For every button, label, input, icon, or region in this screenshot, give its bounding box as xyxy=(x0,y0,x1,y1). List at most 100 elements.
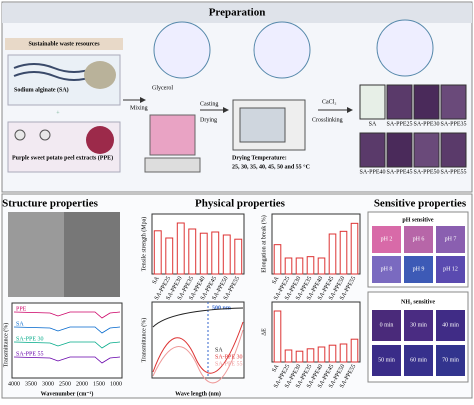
ftir-x-tick-label: 1000 xyxy=(110,381,122,387)
ppe-ion xyxy=(14,129,26,141)
nh3-label: 60 min xyxy=(410,357,427,363)
legend-entry: SA-PPE 55 xyxy=(215,361,243,367)
film-label: SA-PPE30 xyxy=(413,121,439,127)
annotation: 500 nm xyxy=(212,305,231,311)
network-circle xyxy=(253,21,311,79)
sa-label: Sodium alginate (SA) xyxy=(14,86,69,93)
ftir-ylabel: Transmittance (%) xyxy=(2,323,9,368)
nh3-tile xyxy=(372,345,401,376)
x-tick-label: SA xyxy=(271,275,280,285)
bar xyxy=(199,232,208,275)
temperatures: 25, 30, 35, 40, 45, 50 and 55 °C xyxy=(232,163,310,170)
nh3-tile xyxy=(436,310,465,341)
x-tick-label: SA xyxy=(152,275,161,285)
film-sample xyxy=(440,84,467,120)
bar xyxy=(306,348,315,363)
y-axis-label: Tensile strength (Mpa) xyxy=(140,217,147,272)
bar xyxy=(339,230,348,275)
ph-tile xyxy=(404,226,433,253)
ppe-powder xyxy=(86,126,114,154)
bar xyxy=(188,228,197,275)
drying-temperature-label: Drying Temperature: xyxy=(232,155,287,161)
ph-tile xyxy=(436,256,465,283)
ppe-label: Purple sweet potato peel extracts (PPE) xyxy=(12,154,113,161)
bar xyxy=(295,350,304,363)
film-sample xyxy=(386,132,413,168)
ph-label: pH 12 xyxy=(443,266,458,272)
ph-title: pH sensitive xyxy=(402,217,434,223)
bar xyxy=(273,244,282,275)
ph-label: pH 7 xyxy=(445,236,457,242)
film-sample xyxy=(359,84,386,120)
x-axis-label: Wave length (nm) xyxy=(175,390,221,397)
stirrer xyxy=(144,157,201,173)
ftir-xlabel: Wavenumber (cm⁻¹) xyxy=(41,390,94,397)
ftir-x-tick-label: 2000 xyxy=(76,381,88,387)
network-circle xyxy=(376,19,434,77)
ftir-x-tick-label: 4000 xyxy=(8,381,20,387)
ph-tile xyxy=(436,226,465,253)
nh3-label: 30 min xyxy=(410,322,427,328)
physical-title: Physical properties xyxy=(195,198,286,210)
nh3-title: NH₃ sensitive xyxy=(401,299,435,305)
sa-fiber xyxy=(13,71,95,81)
ftir-x-tick-label: 3000 xyxy=(42,381,54,387)
network-circle xyxy=(153,21,211,79)
crosslinking-label: Crosslinking xyxy=(312,117,343,123)
structure-title: Structure properties xyxy=(2,198,99,210)
ftir-legend: PPE xyxy=(16,306,27,312)
bar xyxy=(295,257,304,275)
ftir-legend: SA xyxy=(16,321,24,327)
bar xyxy=(284,349,293,363)
bar xyxy=(328,233,337,275)
film-label: SA-PPE25 xyxy=(386,121,412,127)
bar xyxy=(317,346,326,363)
legend-entry: SA xyxy=(215,347,223,353)
transmittance-curve xyxy=(152,321,244,374)
casting-label: Casting xyxy=(200,101,218,107)
transmittance-curve xyxy=(152,329,244,384)
cacl2-label: CaCl₂ xyxy=(322,99,336,105)
ftir-curve xyxy=(13,326,121,334)
mixing-label: Mixing xyxy=(130,105,148,111)
bar xyxy=(153,230,162,275)
seaweed-image xyxy=(84,61,116,89)
bar xyxy=(339,343,348,363)
legend-entry: SA-PPE 30 xyxy=(215,354,243,360)
bar xyxy=(273,310,282,363)
plot-area xyxy=(151,301,245,379)
y-axis-label: Elongation at break (%) xyxy=(260,215,267,272)
ftir-legend: SA-PPE 30 xyxy=(16,336,44,342)
sensitive-title: Sensitive properties xyxy=(374,198,467,210)
x-tick-label: SA xyxy=(271,363,280,373)
bar xyxy=(306,256,315,275)
bar xyxy=(222,234,231,275)
nh3-label: 50 min xyxy=(378,357,395,363)
film-sample xyxy=(413,84,440,120)
resources-box xyxy=(5,38,123,50)
bar xyxy=(165,237,174,275)
resources-label: Sustainable waste resources xyxy=(28,41,100,47)
bar xyxy=(328,344,337,363)
ph-label: pH 9 xyxy=(413,266,425,272)
ph-tile xyxy=(372,256,401,283)
nh3-tile xyxy=(404,310,433,341)
preparation-title: Preparation xyxy=(209,7,266,19)
ftir-curve xyxy=(13,356,121,364)
ph-tile xyxy=(404,256,433,283)
film-sample xyxy=(413,132,440,168)
film-sample xyxy=(440,132,467,168)
film-sample xyxy=(386,84,413,120)
film-label: SA-PPE40 xyxy=(359,169,385,175)
nh3-label: 0 min xyxy=(380,322,394,328)
ftir-curve xyxy=(13,311,121,319)
film-label: SA-PPE35 xyxy=(440,121,466,127)
y-axis-label: Transmittance (%) xyxy=(140,318,147,363)
nh3-tile xyxy=(372,310,401,341)
ph-tile xyxy=(372,226,401,253)
ph-label: pH 2 xyxy=(381,236,393,242)
film-label: SA-PPE55 xyxy=(440,169,466,175)
beaker xyxy=(149,114,196,156)
film-sample xyxy=(359,132,386,168)
